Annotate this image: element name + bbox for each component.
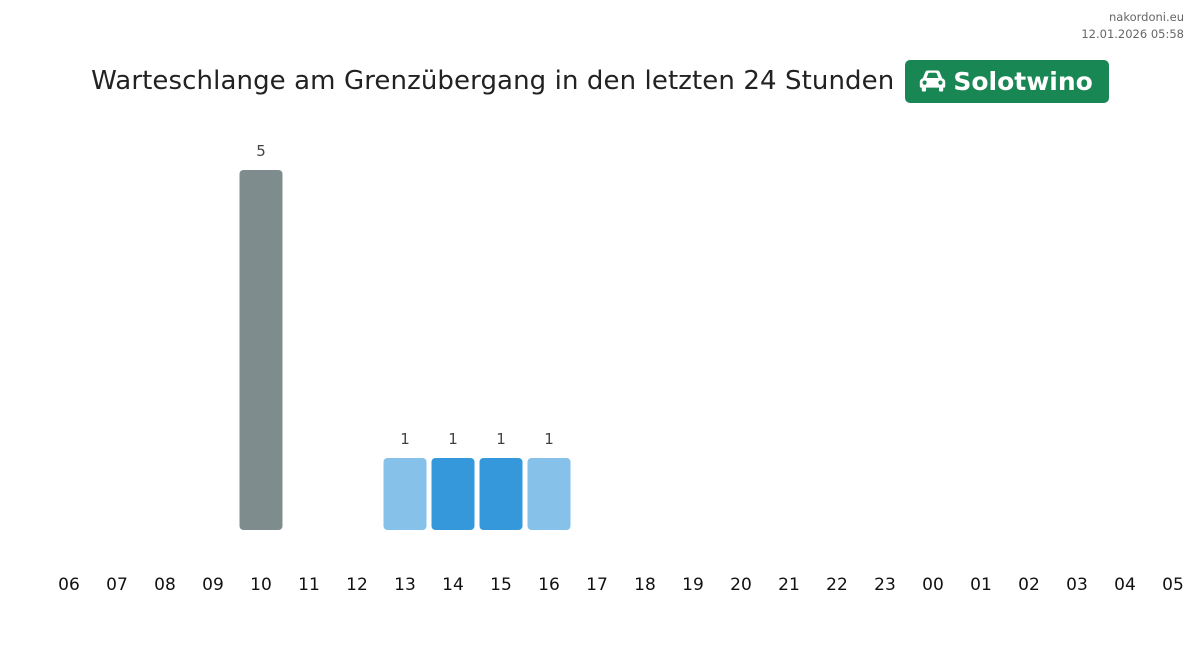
x-tick-label: 04 [1114, 575, 1136, 595]
x-tick-label: 09 [202, 575, 224, 595]
car-icon [920, 70, 946, 92]
x-tick-label: 11 [298, 575, 320, 595]
x-tick-label: 00 [922, 575, 944, 595]
x-tick-label: 20 [730, 575, 752, 595]
header: Warteschlange am Grenzübergang in den le… [0, 59, 1200, 103]
data-label: 1 [544, 430, 554, 448]
x-tick-label: 07 [106, 575, 128, 595]
data-label: 1 [400, 430, 410, 448]
x-tick-label: 15 [490, 575, 512, 595]
source-info: nakordoni.eu 12.01.2026 05:58 [1081, 9, 1184, 43]
x-tick-label: 17 [586, 575, 608, 595]
bar [431, 458, 475, 530]
data-label: 5 [256, 142, 266, 160]
bar [479, 458, 523, 530]
x-tick-label: 02 [1018, 575, 1040, 595]
x-tick-label: 12 [346, 575, 368, 595]
x-tick-label: 13 [394, 575, 416, 595]
x-tick-label: 18 [634, 575, 656, 595]
bar [527, 458, 571, 530]
x-tick-label: 19 [682, 575, 704, 595]
timestamp: 12.01.2026 05:58 [1081, 27, 1184, 41]
crossing-name: Solotwino [953, 66, 1093, 96]
bar [383, 458, 427, 530]
x-tick-label: 03 [1066, 575, 1088, 595]
data-label: 1 [496, 430, 506, 448]
data-label: 1 [448, 430, 458, 448]
x-tick-label: 14 [442, 575, 464, 595]
x-tick-label: 16 [538, 575, 560, 595]
x-tick-label: 10 [250, 575, 272, 595]
site-name: nakordoni.eu [1109, 10, 1184, 24]
x-tick-label: 08 [154, 575, 176, 595]
chart-title: Warteschlange am Grenzübergang in den le… [91, 66, 895, 96]
crossing-badge: Solotwino [905, 59, 1109, 103]
x-tick-label: 23 [874, 575, 896, 595]
x-tick-label: 21 [778, 575, 800, 595]
x-tick-label: 05 [1162, 575, 1184, 595]
x-tick-label: 22 [826, 575, 848, 595]
x-tick-label: 01 [970, 575, 992, 595]
bar [239, 170, 283, 530]
x-tick-label: 06 [58, 575, 80, 595]
